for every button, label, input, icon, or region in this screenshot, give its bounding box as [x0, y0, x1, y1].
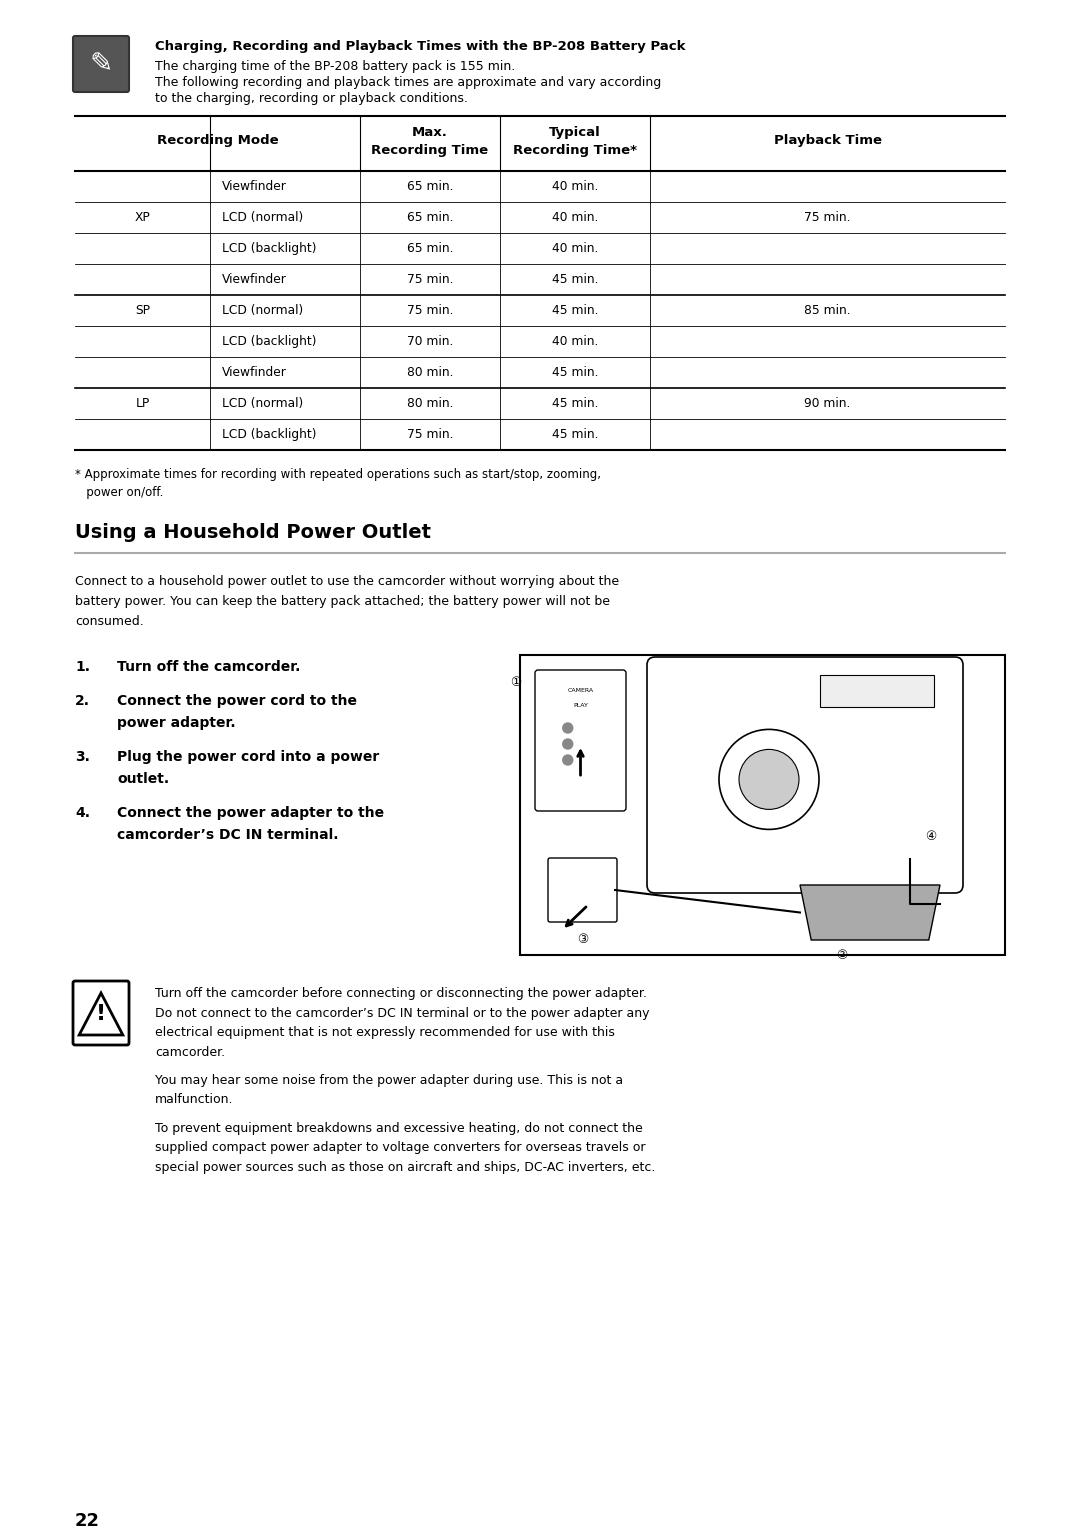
Text: 40 min.: 40 min. [552, 334, 598, 348]
Text: Recording Time*: Recording Time* [513, 144, 637, 156]
Text: Viewfinder: Viewfinder [222, 273, 287, 285]
Text: 45 min.: 45 min. [552, 273, 598, 285]
Text: 4.: 4. [75, 805, 90, 821]
Circle shape [563, 723, 572, 733]
Text: ③: ③ [577, 934, 589, 946]
Text: 75 min.: 75 min. [805, 212, 851, 224]
Text: 40 min.: 40 min. [552, 242, 598, 255]
Text: electrical equipment that is not expressly recommended for use with this: electrical equipment that is not express… [156, 1026, 615, 1039]
Text: Do not connect to the camcorder’s DC IN terminal or to the power adapter any: Do not connect to the camcorder’s DC IN … [156, 1006, 649, 1020]
Text: 65 min.: 65 min. [407, 242, 454, 255]
Text: LCD (backlight): LCD (backlight) [222, 428, 316, 440]
FancyBboxPatch shape [535, 670, 626, 811]
Text: camcorder.: camcorder. [156, 1046, 225, 1058]
Polygon shape [79, 992, 123, 1035]
Text: Playback Time: Playback Time [773, 135, 881, 147]
Bar [820, 675, 934, 707]
Text: LCD (normal): LCD (normal) [222, 304, 303, 318]
Text: 22: 22 [75, 1513, 100, 1529]
Text: Connect the power adapter to the: Connect the power adapter to the [117, 805, 384, 821]
Text: Charging, Recording and Playback Times with the BP-208 Battery Pack: Charging, Recording and Playback Times w… [156, 40, 686, 54]
Text: power on/off.: power on/off. [75, 486, 163, 499]
Circle shape [563, 739, 572, 749]
Text: 45 min.: 45 min. [552, 367, 598, 379]
Text: 65 min.: 65 min. [407, 212, 454, 224]
Text: ①: ① [511, 676, 522, 689]
Text: special power sources such as those on aircraft and ships, DC-AC inverters, etc.: special power sources such as those on a… [156, 1161, 656, 1174]
Text: LCD (normal): LCD (normal) [222, 397, 303, 410]
Text: Recording Mode: Recording Mode [157, 135, 279, 147]
Text: 75 min.: 75 min. [407, 304, 454, 318]
Text: 80 min.: 80 min. [407, 397, 454, 410]
Text: 75 min.: 75 min. [407, 273, 454, 285]
Text: ✎: ✎ [90, 51, 112, 78]
Text: 45 min.: 45 min. [552, 428, 598, 440]
Text: LCD (backlight): LCD (backlight) [222, 242, 316, 255]
Text: 70 min.: 70 min. [407, 334, 454, 348]
Text: LCD (normal): LCD (normal) [222, 212, 303, 224]
Text: Viewfinder: Viewfinder [222, 179, 287, 193]
Text: 65 min.: 65 min. [407, 179, 454, 193]
Text: 45 min.: 45 min. [552, 397, 598, 410]
Text: Viewfinder: Viewfinder [222, 367, 287, 379]
Text: 40 min.: 40 min. [552, 179, 598, 193]
Text: 80 min.: 80 min. [407, 367, 454, 379]
Text: camcorder’s DC IN terminal.: camcorder’s DC IN terminal. [117, 828, 338, 842]
Text: Connect the power cord to the: Connect the power cord to the [117, 693, 357, 709]
Text: 85 min.: 85 min. [805, 304, 851, 318]
Text: Recording Time: Recording Time [372, 144, 488, 156]
Text: 2.: 2. [75, 693, 90, 709]
Text: To prevent equipment breakdowns and excessive heating, do not connect the: To prevent equipment breakdowns and exce… [156, 1121, 643, 1135]
Text: Connect to a household power outlet to use the camcorder without worrying about : Connect to a household power outlet to u… [75, 575, 619, 588]
Text: 1.: 1. [75, 660, 90, 673]
Text: power adapter.: power adapter. [117, 716, 235, 730]
Polygon shape [800, 885, 940, 940]
FancyBboxPatch shape [73, 35, 129, 92]
FancyBboxPatch shape [548, 858, 617, 922]
Text: PLAY: PLAY [573, 703, 588, 707]
Text: The following recording and playback times are approximate and vary according: The following recording and playback tim… [156, 77, 661, 89]
Text: supplied compact power adapter to voltage converters for overseas travels or: supplied compact power adapter to voltag… [156, 1141, 646, 1154]
Text: LCD (backlight): LCD (backlight) [222, 334, 316, 348]
Text: malfunction.: malfunction. [156, 1094, 233, 1106]
Text: battery power. You can keep the battery pack attached; the battery power will no: battery power. You can keep the battery … [75, 595, 610, 607]
Text: LP: LP [135, 397, 150, 410]
Text: 75 min.: 75 min. [407, 428, 454, 440]
Text: ②: ② [836, 948, 848, 962]
Text: consumed.: consumed. [75, 615, 144, 627]
Text: 40 min.: 40 min. [552, 212, 598, 224]
FancyBboxPatch shape [73, 982, 129, 1045]
Text: Using a Household Power Outlet: Using a Household Power Outlet [75, 523, 431, 542]
Text: to the charging, recording or playback conditions.: to the charging, recording or playback c… [156, 92, 468, 104]
Text: ④: ④ [926, 830, 936, 844]
Text: CAMERA: CAMERA [567, 689, 594, 693]
Text: Turn off the camcorder before connecting or disconnecting the power adapter.: Turn off the camcorder before connecting… [156, 986, 647, 1000]
Bar [519, 655, 1005, 956]
Text: Turn off the camcorder.: Turn off the camcorder. [117, 660, 300, 673]
Circle shape [739, 750, 799, 810]
Text: 45 min.: 45 min. [552, 304, 598, 318]
Text: You may hear some noise from the power adapter during use. This is not a: You may hear some noise from the power a… [156, 1074, 623, 1086]
Text: Typical: Typical [549, 126, 600, 140]
Circle shape [563, 755, 572, 765]
Text: outlet.: outlet. [117, 772, 170, 785]
Text: The charging time of the BP-208 battery pack is 155 min.: The charging time of the BP-208 battery … [156, 60, 515, 74]
Text: 90 min.: 90 min. [805, 397, 851, 410]
Text: Max.: Max. [413, 126, 448, 140]
Circle shape [719, 729, 819, 830]
Text: Plug the power cord into a power: Plug the power cord into a power [117, 750, 379, 764]
Text: XP: XP [135, 212, 150, 224]
Text: !: ! [96, 1005, 106, 1025]
FancyBboxPatch shape [647, 657, 963, 893]
Text: 3.: 3. [75, 750, 90, 764]
Text: * Approximate times for recording with repeated operations such as start/stop, z: * Approximate times for recording with r… [75, 468, 600, 482]
Text: SP: SP [135, 304, 150, 318]
